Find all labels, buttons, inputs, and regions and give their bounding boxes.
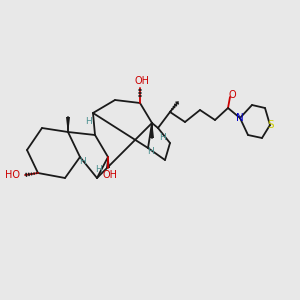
Text: H: H xyxy=(96,166,102,175)
Text: H: H xyxy=(85,118,92,127)
Text: H: H xyxy=(147,148,153,157)
Polygon shape xyxy=(66,117,70,132)
Text: HO: HO xyxy=(5,170,20,180)
Text: H: H xyxy=(159,134,165,142)
Text: O: O xyxy=(228,90,236,100)
Text: N: N xyxy=(236,113,244,123)
Text: OH: OH xyxy=(103,170,118,180)
Polygon shape xyxy=(150,123,154,138)
Text: OH: OH xyxy=(134,76,149,86)
Text: H: H xyxy=(79,158,86,166)
Text: S: S xyxy=(268,120,274,130)
Polygon shape xyxy=(106,157,110,168)
